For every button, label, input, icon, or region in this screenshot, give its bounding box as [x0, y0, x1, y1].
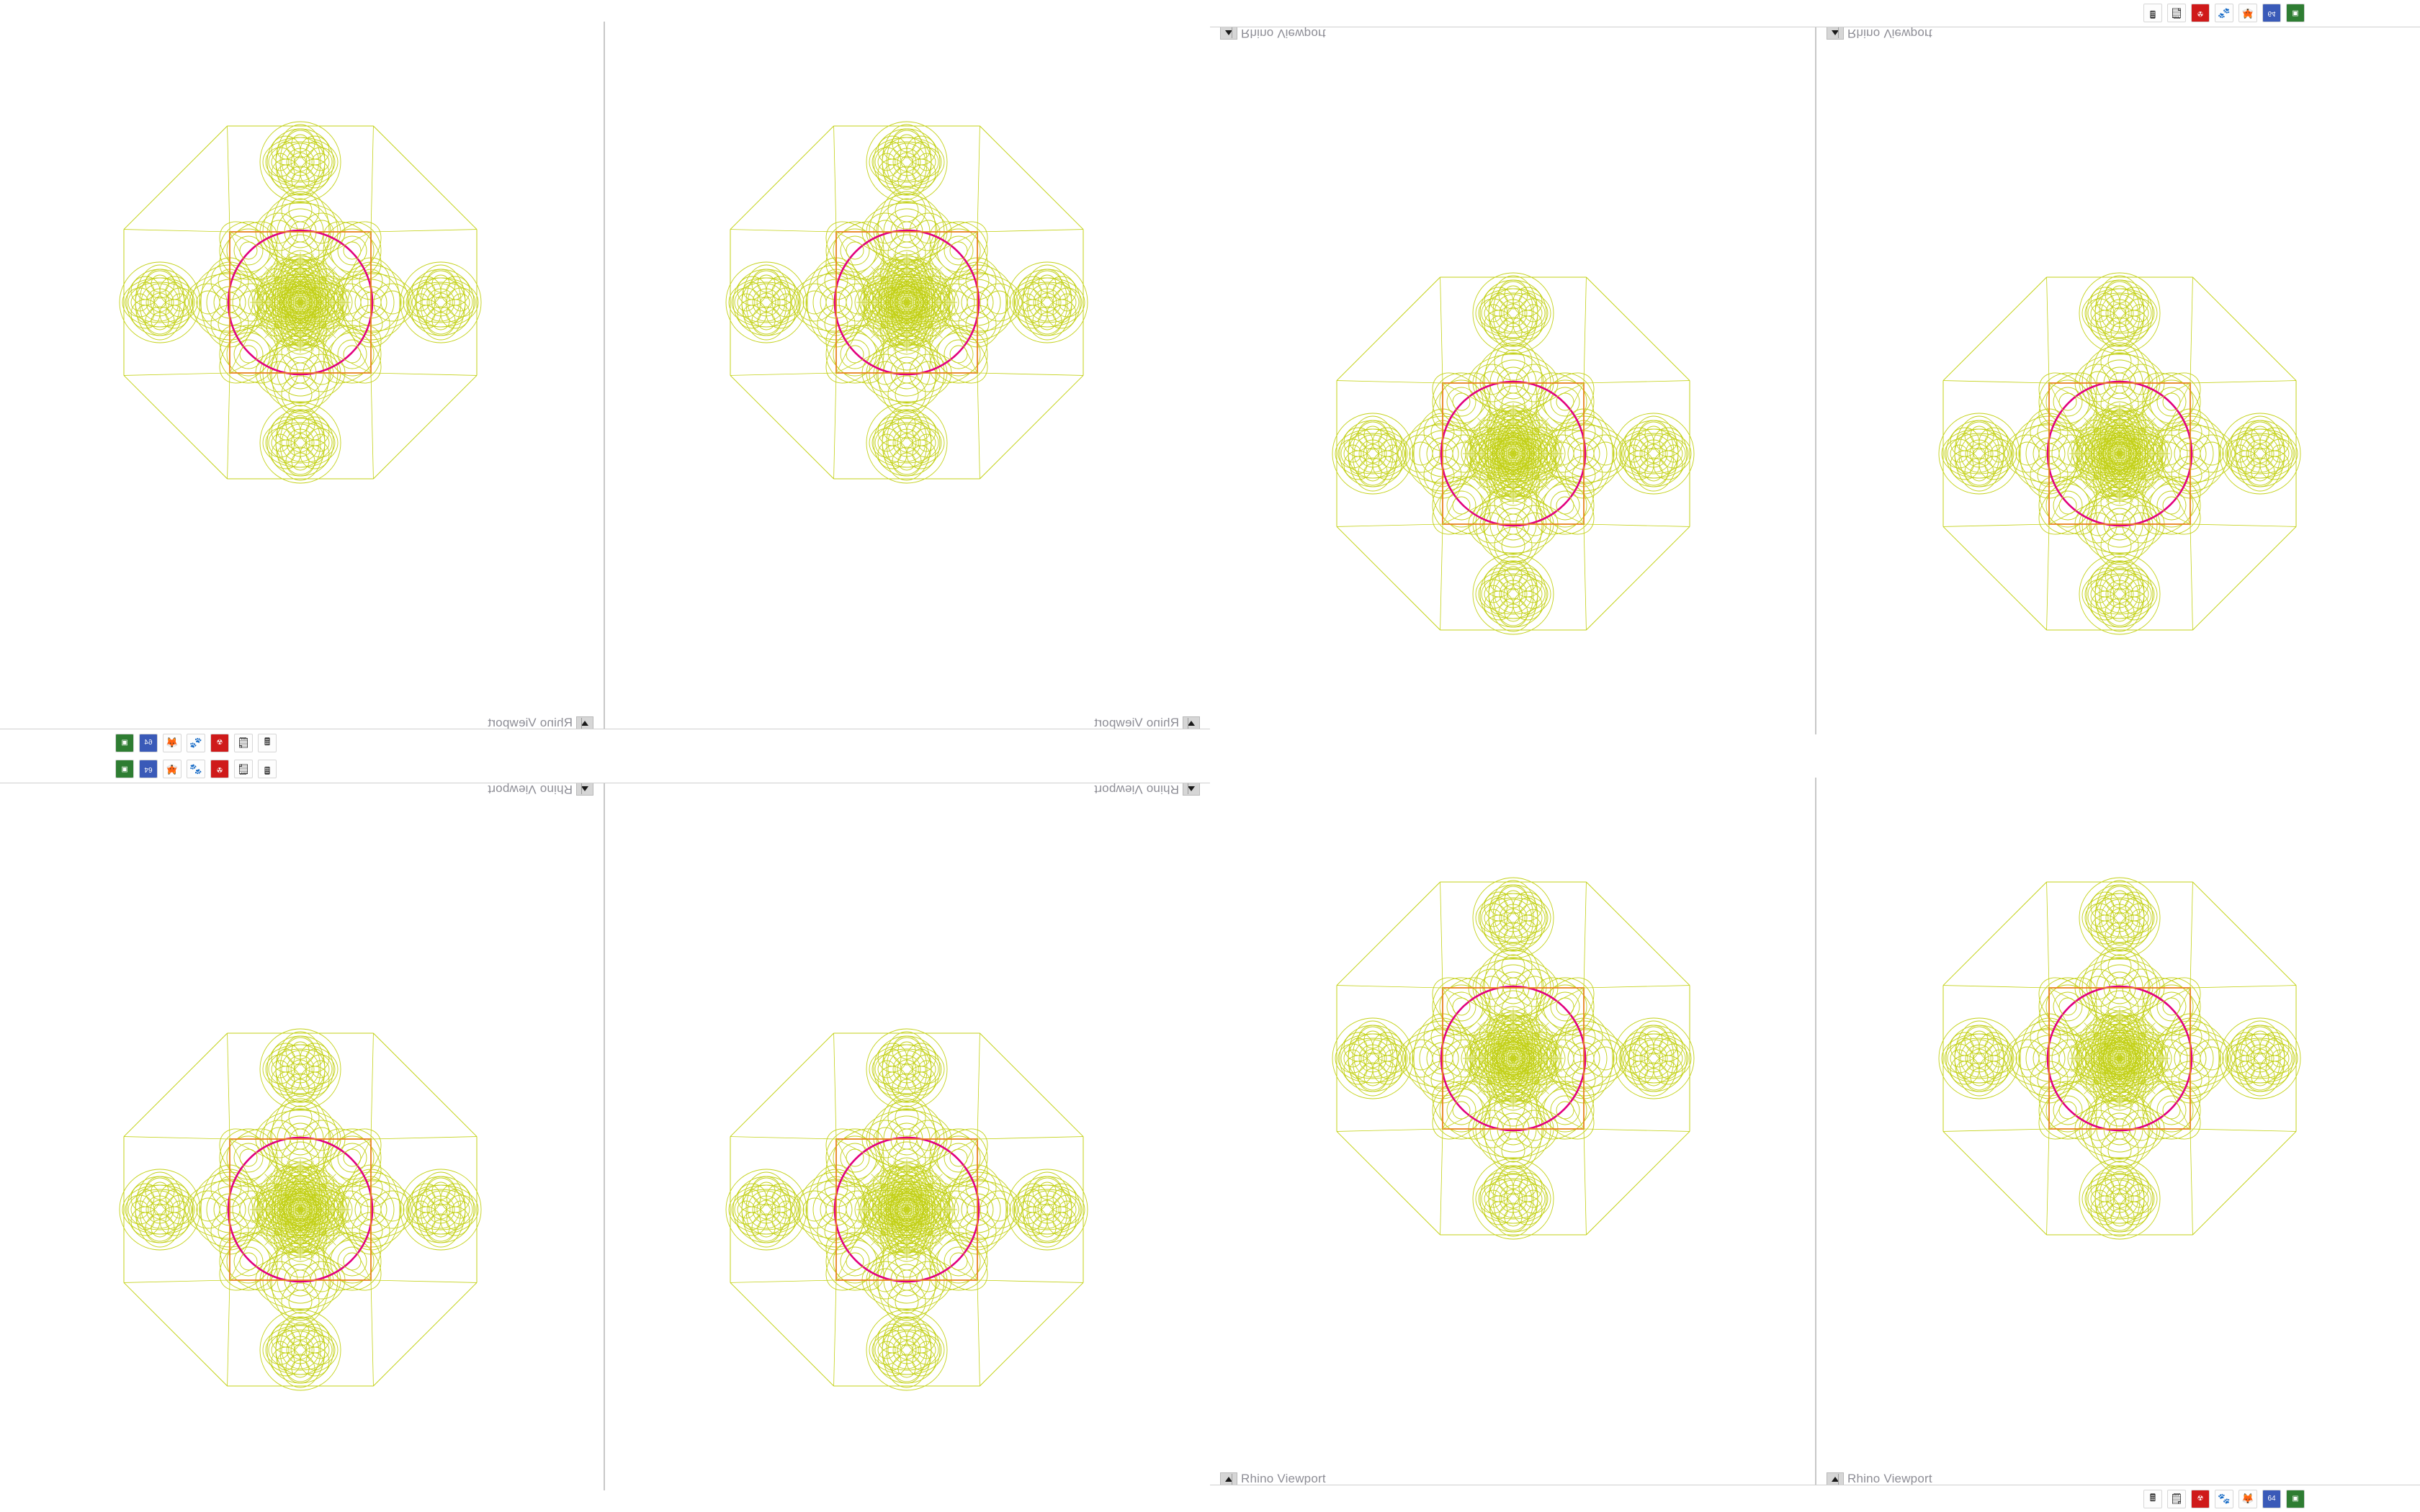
rhino-viewport-1[interactable]: Rhino Viewport [1210, 22, 1816, 734]
viewport-name: Rhino Viewport [1241, 1472, 1326, 1485]
green-drive-icon[interactable]: ▣ [2286, 1489, 2305, 1508]
viewport-name: Rhino Viewport [488, 716, 573, 729]
notepad-icon[interactable]: 🗒 [234, 760, 253, 779]
viewport-name: Rhino Viewport [1847, 27, 1932, 40]
red-app-icon[interactable]: ☢ [210, 760, 229, 779]
notepad-icon[interactable]: 🗒 [234, 733, 253, 752]
os-taskbar[interactable]: 🖩 🗒 ☢ 🐾 🦊 64 ▣ [1210, 1485, 2420, 1512]
taskbar-icons[interactable]: 🖩 🗒 ☢ 🐾 🦊 64 ▣ [2143, 4, 2305, 23]
os-taskbar[interactable]: 🖩 🗒 ☢ 🐾 🦊 64 ▣ [1210, 0, 2420, 27]
rhino-viewport-1[interactable]: Rhino Viewport [604, 22, 1210, 734]
viewport-name: Rhino Viewport [1094, 783, 1179, 796]
calculator-icon[interactable]: 🖩 [258, 760, 277, 779]
viewport-label-1[interactable]: Rhino Viewport [1210, 1472, 1815, 1486]
viewport-dropdown-icon[interactable] [1220, 1472, 1237, 1486]
green-drive-icon[interactable]: ▣ [2286, 4, 2305, 23]
floppy-64-icon[interactable]: 64 [2262, 1489, 2281, 1508]
floppy-64-icon[interactable]: 64 [2262, 4, 2281, 23]
geometry-pattern-1 [1332, 272, 1695, 635]
viewport-dropdown-icon[interactable] [1183, 782, 1200, 796]
calculator-icon[interactable]: 🖩 [258, 733, 277, 752]
viewport-label-1[interactable]: Rhino Viewport [605, 782, 1210, 796]
viewport-dropdown-icon[interactable] [1220, 26, 1237, 40]
geometry-pattern-2 [1938, 877, 2301, 1240]
viewport-label-1[interactable]: Rhino Viewport [605, 716, 1210, 730]
geometry-pattern-1 [725, 121, 1088, 484]
viewport-label-2[interactable]: Rhino Viewport [1816, 26, 2420, 40]
rhino-viewport-area: Rhino Viewport Rhino Viewport [0, 0, 1210, 756]
rhino-viewport-2[interactable]: Rhino Viewport [1816, 778, 2420, 1490]
firefox-icon[interactable]: 🦊 [163, 733, 182, 752]
os-taskbar[interactable]: 🖩 🗒 ☢ 🐾 🦊 64 ▣ [0, 756, 1210, 783]
rhino-viewport-2[interactable]: Rhino Viewport [0, 22, 604, 734]
red-app-icon[interactable]: ☢ [2191, 1489, 2210, 1508]
viewport-name: Rhino Viewport [1241, 27, 1326, 40]
black-cat-app-icon[interactable]: 🐾 [2215, 4, 2233, 23]
rhino-viewport-area: Rhino Viewport Rhino Viewport [0, 756, 1210, 1512]
quadrant-top-left-mirrored: ᴀ 0.00 0.00 163 1053 0.05 0.00 524 38 88… [0, 0, 1210, 756]
os-taskbar[interactable]: 🖩 🗒 ☢ 🐾 🦊 64 ▣ [0, 729, 1210, 756]
geometry-pattern-1 [1332, 877, 1695, 1240]
red-app-icon[interactable]: ☢ [2191, 4, 2210, 23]
viewport-name: Rhino Viewport [488, 783, 573, 796]
notepad-icon[interactable]: 🗒 [2167, 4, 2186, 23]
rhino-viewport-2[interactable]: Rhino Viewport [0, 778, 604, 1490]
viewport-name: Rhino Viewport [1847, 1472, 1932, 1485]
black-cat-app-icon[interactable]: 🐾 [2215, 1489, 2233, 1508]
red-app-icon[interactable]: ☢ [210, 733, 229, 752]
firefox-icon[interactable]: 🦊 [163, 760, 182, 779]
green-drive-icon[interactable]: ▣ [115, 760, 134, 779]
viewport-dropdown-icon[interactable] [576, 716, 593, 730]
geometry-pattern-2 [119, 1028, 482, 1391]
viewport-name: Rhino Viewport [1094, 716, 1179, 729]
firefox-icon[interactable]: 🦊 [2238, 1489, 2257, 1508]
taskbar-icons[interactable]: 🖩 🗒 ☢ 🐾 🦊 64 ▣ [115, 733, 277, 752]
quadrant-bottom-left-mirrored: ᴀ 0.00 0.00 163 1053 0.05 0.00 524 38 88… [0, 756, 1210, 1512]
viewport-dropdown-icon[interactable] [1183, 716, 1200, 730]
rhino-viewport-1[interactable]: Rhino Viewport [604, 778, 1210, 1490]
viewport-label-2[interactable]: Rhino Viewport [0, 782, 604, 796]
rhino-viewport-area: Rhino Viewport Rhino Viewport [1210, 756, 2420, 1512]
calculator-icon[interactable]: 🖩 [2143, 4, 2162, 23]
floppy-64-icon[interactable]: 64 [139, 760, 158, 779]
viewport-dropdown-icon[interactable] [1827, 1472, 1844, 1486]
black-cat-app-icon[interactable]: 🐾 [187, 760, 205, 779]
quadrant-top-right-mirrored: ᴀ 0.00 0.00 163 1053 0.05 0.00 524 38 88… [1210, 0, 2420, 756]
firefox-icon[interactable]: 🦊 [2238, 4, 2257, 23]
taskbar-icons[interactable]: 🖩 🗒 ☢ 🐾 🦊 64 ▣ [2143, 1489, 2305, 1508]
quadrant-bottom-right-original: ᴀ 0.00 0.00 163 1053 0.05 0.00 524 38 88… [1210, 756, 2420, 1512]
black-cat-app-icon[interactable]: 🐾 [187, 733, 205, 752]
geometry-pattern-2 [1938, 272, 2301, 635]
viewport-dropdown-icon[interactable] [576, 782, 593, 796]
rhino-viewport-2[interactable]: Rhino Viewport [1816, 22, 2420, 734]
notepad-icon[interactable]: 🗒 [2167, 1489, 2186, 1508]
viewport-label-2[interactable]: Rhino Viewport [0, 716, 604, 730]
calculator-icon[interactable]: 🖩 [2143, 1489, 2162, 1508]
taskbar-icons[interactable]: 🖩 🗒 ☢ 🐾 🦊 64 ▣ [115, 760, 277, 779]
viewport-label-2[interactable]: Rhino Viewport [1816, 1472, 2420, 1486]
geometry-pattern-2 [119, 121, 482, 484]
rhino-viewport-1[interactable]: Rhino Viewport [1210, 778, 1816, 1490]
rhino-viewport-area: Rhino Viewport Rhino Viewport [1210, 0, 2420, 756]
geometry-pattern-1 [725, 1028, 1088, 1391]
viewport-dropdown-icon[interactable] [1827, 26, 1844, 40]
green-drive-icon[interactable]: ▣ [115, 733, 134, 752]
floppy-64-icon[interactable]: 64 [139, 733, 158, 752]
viewport-label-1[interactable]: Rhino Viewport [1210, 26, 1815, 40]
